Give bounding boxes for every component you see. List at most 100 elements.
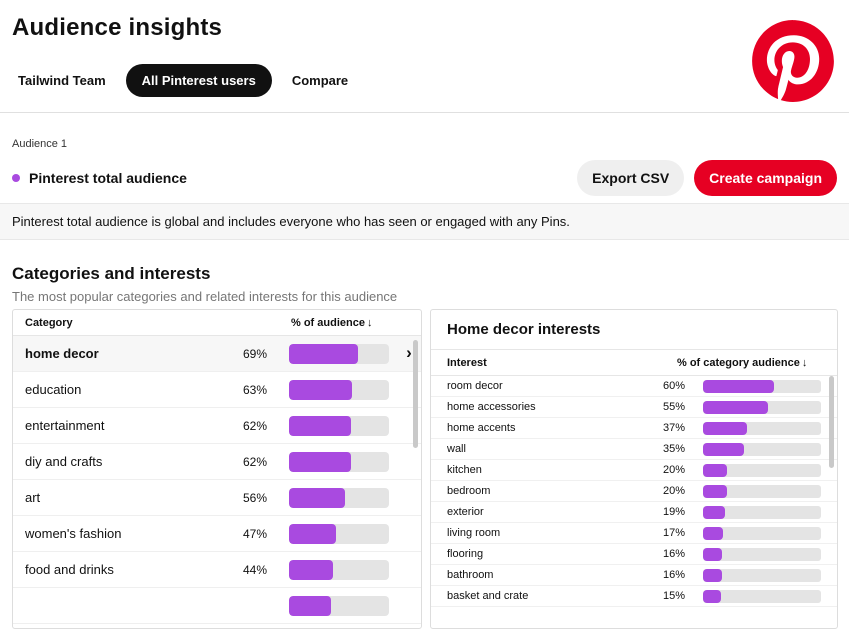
pct-audience-column-header[interactable]: % of audience ↓ <box>291 316 373 329</box>
interest-label: room decor <box>447 380 503 392</box>
chevron-right-icon: › <box>406 343 412 362</box>
interest-label: wall <box>447 443 466 455</box>
interest-bar-fill <box>703 526 724 540</box>
interest-row: flooring 16% <box>431 544 837 565</box>
interest-value: 19% <box>663 506 686 518</box>
category-row[interactable]: home decor 69% › <box>13 336 421 372</box>
page-title: Audience insights <box>12 14 223 41</box>
categories-table-header: Category % of audience ↓ <box>13 310 421 336</box>
category-bar-fill <box>289 415 351 436</box>
categories-table: Category % of audience ↓ home decor 69% ›… <box>12 309 422 629</box>
category-row[interactable]: art 56% › <box>13 480 421 516</box>
category-value: 63% <box>243 382 268 397</box>
category-bar-fill <box>289 523 336 544</box>
interest-value: 17% <box>663 527 686 539</box>
interest-bar-track <box>703 505 821 519</box>
interest-bar-fill <box>703 568 722 582</box>
interest-label: living room <box>447 527 501 539</box>
interests-panel-title: Home decor interests <box>431 310 837 350</box>
sort-descending-icon: ↓ <box>366 316 373 329</box>
audience-description-banner: Pinterest total audience is global and i… <box>0 203 849 240</box>
create-campaign-button[interactable]: Create campaign <box>694 160 837 196</box>
interest-bar-fill <box>703 547 722 561</box>
tab-tailwind-team[interactable]: Tailwind Team <box>12 64 112 97</box>
interest-bar-track <box>703 400 821 414</box>
interest-row: basket and crate 15% <box>431 586 837 607</box>
interest-bar-fill <box>703 505 726 519</box>
interest-bar-fill <box>703 421 747 435</box>
tab-compare[interactable]: Compare <box>286 64 354 97</box>
category-column-header[interactable]: Category <box>25 316 73 329</box>
tab-all-pinterest-users[interactable]: All Pinterest users <box>125 64 272 97</box>
section-subtitle: The most popular categories and related … <box>12 289 398 304</box>
category-row[interactable]: › <box>13 588 421 624</box>
audience-row: Pinterest total audience Export CSV Crea… <box>12 160 837 196</box>
category-row[interactable]: education 63% › <box>13 372 421 408</box>
pct-category-audience-column-header[interactable]: % of category audience ↓ <box>677 356 808 369</box>
category-row[interactable]: diy and crafts 62% › <box>13 444 421 480</box>
interest-label: basket and crate <box>447 590 529 602</box>
interest-value: 35% <box>663 443 686 455</box>
interest-bar-track <box>703 379 821 393</box>
category-row[interactable]: women's fashion 47% › <box>13 516 421 552</box>
interest-value: 60% <box>663 380 686 392</box>
interest-row: room decor 60% <box>431 376 837 397</box>
category-bar-fill <box>289 379 352 400</box>
interests-table-header: Interest % of category audience ↓ <box>431 350 837 376</box>
interest-row: exterior 19% <box>431 502 837 523</box>
audience-number-label: Audience 1 <box>12 138 68 150</box>
interest-value: 16% <box>663 569 686 581</box>
interest-row: home accents 37% <box>431 418 837 439</box>
interest-value: 16% <box>663 548 686 560</box>
interest-value: 55% <box>663 401 686 413</box>
interest-row: home accessories 55% <box>431 397 837 418</box>
interest-bar-fill <box>703 589 721 603</box>
category-bar-fill <box>289 487 345 508</box>
category-row[interactable]: food and drinks 44% › <box>13 552 421 588</box>
categories-scrollbar-thumb[interactable] <box>413 340 418 448</box>
category-bar-track <box>289 595 389 616</box>
category-label: women's fashion <box>25 526 122 541</box>
pinterest-logo <box>752 20 834 102</box>
category-value: 69% <box>243 346 268 361</box>
interest-label: bedroom <box>447 485 491 497</box>
audience-name: Pinterest total audience <box>29 170 187 186</box>
interest-row: wall 35% <box>431 439 837 460</box>
section-title: Categories and interests <box>12 264 211 283</box>
category-value: 62% <box>243 454 268 469</box>
category-label: home decor <box>25 346 99 361</box>
interests-scrollbar-thumb[interactable] <box>829 376 834 468</box>
category-value: 47% <box>243 526 268 541</box>
category-bar-fill <box>289 343 358 364</box>
interest-value: 15% <box>663 590 686 602</box>
interest-value: 37% <box>663 422 686 434</box>
category-bar-fill <box>289 595 331 616</box>
category-bar-track <box>289 343 389 364</box>
category-bar-track <box>289 487 389 508</box>
category-bar-track <box>289 415 389 436</box>
category-label: entertainment <box>25 418 105 433</box>
interests-panel: Home decor interests Interest % of categ… <box>430 309 838 629</box>
interests-table-body: room decor 60% home accessories 55% home… <box>431 376 837 607</box>
audience-description: Pinterest total audience is global and i… <box>12 214 570 229</box>
audience-color-dot-icon <box>12 174 20 182</box>
interest-row: bedroom 20% <box>431 481 837 502</box>
interest-row: living room 17% <box>431 523 837 544</box>
category-bar-track <box>289 379 389 400</box>
category-value: 44% <box>243 562 268 577</box>
interest-bar-track <box>703 526 821 540</box>
interest-column-header[interactable]: Interest <box>447 356 487 369</box>
category-bar-fill <box>289 451 351 472</box>
categories-table-body: home decor 69% › education 63% › enterta… <box>13 336 421 624</box>
interest-label: kitchen <box>447 464 482 476</box>
interest-label: home accents <box>447 422 516 434</box>
export-csv-button[interactable]: Export CSV <box>577 160 685 196</box>
interest-value: 20% <box>663 464 686 476</box>
category-bar-fill <box>289 559 333 580</box>
interest-bar-fill <box>703 442 745 456</box>
interest-bar-fill <box>703 463 727 477</box>
interest-bar-fill <box>703 484 727 498</box>
interest-bar-track <box>703 568 821 582</box>
category-row[interactable]: entertainment 62% › <box>13 408 421 444</box>
interest-bar-fill <box>703 400 768 414</box>
